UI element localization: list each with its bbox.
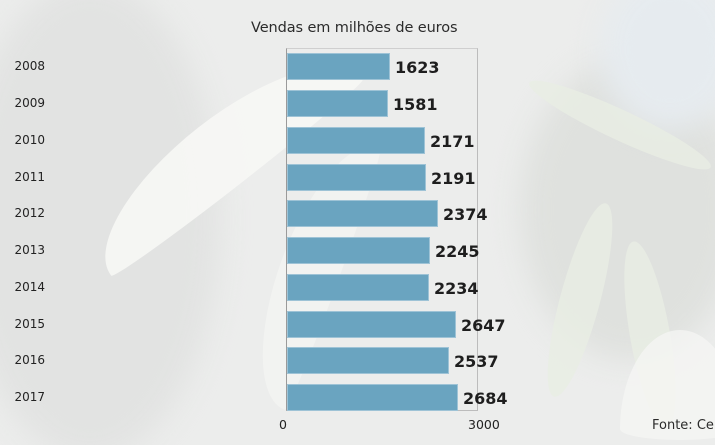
year-label: 2014 (14, 280, 45, 294)
value-label: 2374 (443, 205, 488, 224)
year-label: 2013 (14, 243, 45, 257)
source-note: Fonte: Cel (652, 418, 715, 433)
bar-row: 2016 2537 (0, 347, 499, 375)
year-label: 2009 (14, 96, 45, 110)
bar (287, 164, 426, 191)
value-label: 2191 (431, 169, 476, 188)
value-label: 2647 (461, 316, 506, 335)
bar-row: 2009 1581 (0, 90, 480, 118)
value-label: 1581 (393, 95, 438, 114)
bar-row: 2013 2245 (0, 237, 480, 265)
bar-row: 2017 2684 (0, 384, 508, 412)
year-label: 2008 (14, 59, 45, 73)
bar (287, 127, 425, 154)
bar (287, 237, 430, 264)
year-label: 2012 (14, 206, 45, 220)
value-label: 2537 (454, 352, 499, 371)
bar (287, 384, 458, 411)
value-label: 2171 (430, 132, 475, 151)
bar (287, 53, 390, 80)
bar-row: 2011 2191 (0, 164, 480, 192)
bar-row: 2008 1623 (0, 53, 480, 81)
year-label: 2011 (14, 170, 45, 184)
bar-row: 2015 2647 (0, 311, 506, 339)
value-label: 2245 (435, 242, 480, 261)
year-label: 2016 (14, 353, 45, 367)
value-label: 2684 (463, 389, 508, 408)
bar-row: 2012 2374 (0, 200, 488, 228)
x-tick-min: 0 (279, 417, 287, 432)
value-label: 2234 (434, 279, 479, 298)
bar (287, 347, 449, 374)
bar (287, 90, 388, 117)
bar (287, 274, 429, 301)
bar-row: 2014 2234 (0, 274, 480, 302)
year-label: 2010 (14, 133, 45, 147)
value-label: 1623 (395, 58, 440, 77)
year-label: 2015 (14, 317, 45, 331)
bar-row: 2010 2171 (0, 127, 480, 155)
year-label: 2017 (14, 390, 45, 404)
chart-title: Vendas em milhões de euros (251, 20, 458, 36)
bar (287, 311, 456, 338)
bar (287, 200, 438, 227)
x-tick-max: 3000 (468, 417, 500, 432)
